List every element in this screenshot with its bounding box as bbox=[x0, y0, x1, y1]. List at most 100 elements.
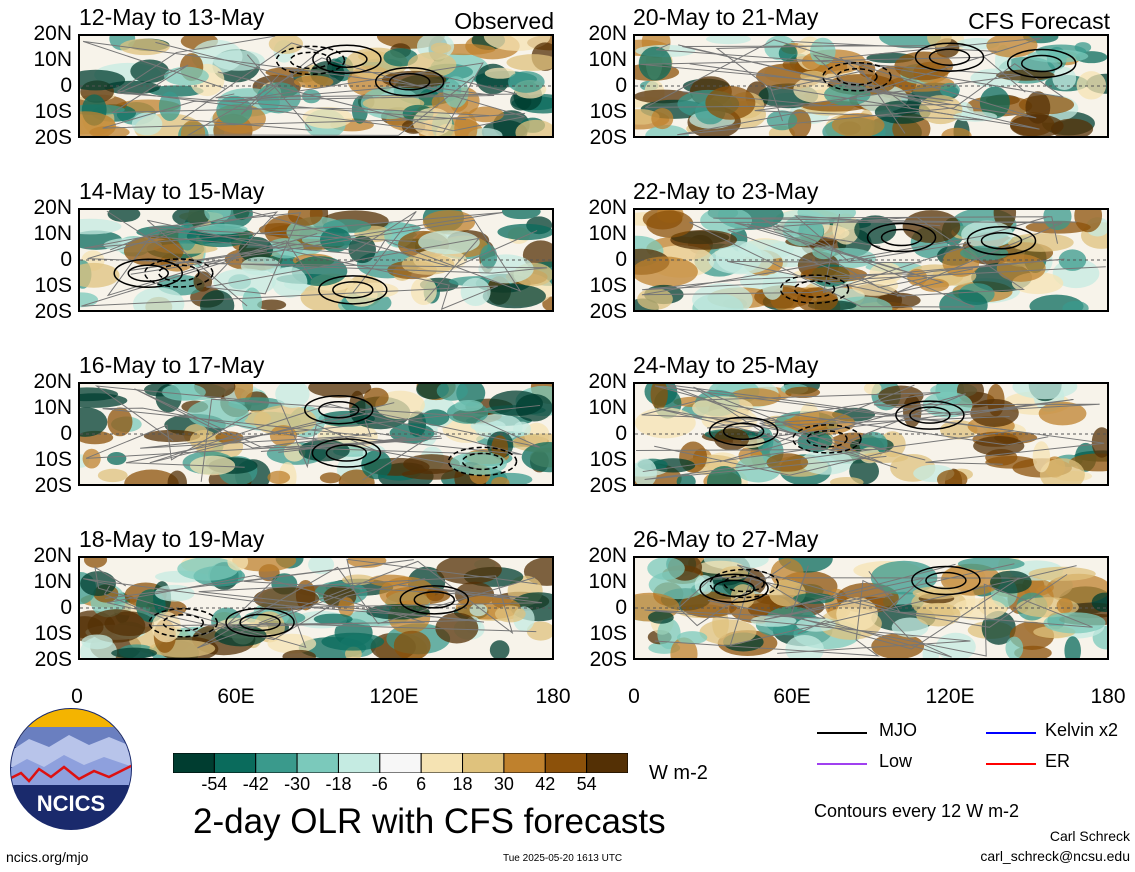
olr-anomaly-blob bbox=[912, 586, 962, 600]
olr-anomaly-blob bbox=[1043, 612, 1106, 634]
olr-anomaly-blob bbox=[148, 85, 204, 97]
colorbar-swatch bbox=[296, 753, 339, 773]
colorbar-swatch bbox=[586, 753, 628, 773]
mjo-contour bbox=[708, 416, 779, 447]
colorbar-tick: -54 bbox=[201, 774, 228, 794]
panel-title: 16-May to 17-May bbox=[79, 352, 265, 378]
mjo-contour bbox=[374, 66, 445, 97]
site-link[interactable]: ncics.org/mjo bbox=[6, 849, 89, 865]
mjo-contour bbox=[806, 430, 848, 448]
coastline bbox=[794, 213, 972, 294]
mjo-contour bbox=[928, 48, 971, 66]
olr-anomaly-blob bbox=[1076, 71, 1107, 100]
olr-anomaly-blob bbox=[410, 277, 437, 306]
olr-anomaly-blob bbox=[484, 67, 516, 79]
mjo-contour bbox=[1020, 54, 1063, 73]
olr-anomaly-blob bbox=[494, 605, 526, 623]
colorbar-tick: 42 bbox=[535, 774, 556, 794]
mjo-contour bbox=[966, 225, 1037, 256]
olr-anomaly-blob bbox=[1074, 42, 1092, 53]
mjo-contour bbox=[779, 274, 850, 304]
olr-anomaly-blob bbox=[829, 477, 864, 484]
olr-anomaly-blob bbox=[824, 83, 871, 106]
mjo-contour bbox=[239, 613, 281, 632]
olr-anomaly-blob bbox=[680, 591, 738, 618]
y-tick-label: 10S bbox=[34, 448, 72, 471]
olr-anomaly-blob bbox=[361, 450, 392, 480]
y-tick-label: 0 bbox=[60, 74, 72, 97]
coastline bbox=[148, 212, 481, 301]
colorbar-tick: 54 bbox=[576, 774, 597, 794]
mjo-contour bbox=[318, 275, 388, 305]
panel-title: 18-May to 19-May bbox=[79, 526, 265, 552]
olr-anomaly-blob bbox=[507, 71, 545, 93]
olr-anomaly-blob bbox=[124, 469, 179, 484]
map-panel bbox=[633, 34, 1109, 138]
coastline bbox=[94, 385, 384, 469]
y-tick-label: 20N bbox=[33, 370, 72, 393]
olr-anomaly-blob bbox=[863, 384, 882, 395]
y-tick-label: 20S bbox=[34, 126, 72, 149]
colorbar-swatch bbox=[337, 753, 381, 773]
mjo-contour bbox=[332, 281, 374, 299]
olr-anomaly-blob bbox=[879, 36, 942, 49]
mjo-contour bbox=[980, 231, 1023, 250]
coastline bbox=[82, 40, 526, 129]
coastline bbox=[105, 559, 543, 609]
mjo-contour bbox=[289, 51, 332, 70]
olr-anomaly-blob bbox=[80, 111, 117, 136]
olr-anomaly-blob bbox=[1005, 636, 1024, 658]
olr-anomaly-blob bbox=[973, 436, 1025, 456]
map-panel bbox=[633, 208, 1109, 312]
coastline bbox=[644, 385, 1049, 481]
coastline bbox=[640, 45, 1026, 93]
coastline bbox=[713, 216, 1063, 293]
panel-title: 22-May to 23-May bbox=[633, 178, 819, 204]
olr-anomaly-blob bbox=[785, 386, 821, 399]
x-tick-label: 180 bbox=[1090, 685, 1126, 708]
olr-anomaly-blob bbox=[1012, 384, 1078, 400]
olr-anomaly-blob bbox=[111, 647, 158, 658]
colorbar-swatch bbox=[379, 753, 422, 773]
coastline bbox=[727, 216, 1026, 298]
olr-anomaly-blob bbox=[1091, 592, 1107, 613]
olr-anomaly-blob bbox=[778, 44, 798, 63]
olr-field bbox=[80, 384, 552, 484]
olr-anomaly-blob bbox=[1007, 233, 1074, 252]
y-tick-label: 20S bbox=[589, 474, 627, 497]
olr-anomaly-blob bbox=[200, 290, 235, 310]
coastline bbox=[655, 43, 1021, 122]
mjo-contour bbox=[699, 573, 769, 604]
olr-anomaly-blob bbox=[212, 50, 265, 71]
olr-anomaly-blob bbox=[1050, 118, 1094, 136]
coastline bbox=[134, 388, 486, 455]
mjo-contour bbox=[388, 72, 431, 91]
coastline bbox=[797, 573, 1068, 658]
olr-anomaly-blob bbox=[436, 384, 468, 401]
olr-anomaly-blob bbox=[107, 210, 141, 223]
mjo-contour bbox=[447, 446, 518, 477]
mjo-contour bbox=[311, 438, 382, 468]
y-tick-label: 10S bbox=[589, 100, 627, 123]
y-tick-label: 10S bbox=[34, 100, 72, 123]
timestamp: Tue 2025-05-20 1613 UTC bbox=[503, 853, 623, 864]
olr-anomaly-blob bbox=[1056, 597, 1073, 614]
olr-anomaly-blob bbox=[1064, 636, 1081, 658]
olr-anomaly-blob bbox=[80, 69, 126, 91]
olr-field bbox=[635, 210, 1107, 310]
panel-tag-observed: Observed bbox=[454, 8, 554, 34]
mjo-contour bbox=[880, 228, 923, 247]
panel-tag-forecast: CFS Forecast bbox=[968, 8, 1110, 34]
author-email[interactable]: carl_schreck@ncsu.edu bbox=[980, 848, 1130, 864]
y-tick-label: 20S bbox=[589, 300, 627, 323]
olr-anomaly-blob bbox=[1038, 401, 1087, 426]
legend-swatch-er bbox=[986, 763, 1036, 765]
olr-anomaly-blob bbox=[189, 455, 236, 476]
colorbar-tick: -42 bbox=[242, 774, 269, 794]
olr-anomaly-blob bbox=[267, 470, 291, 484]
olr-anomaly-blob bbox=[167, 470, 187, 484]
olr-anomaly-blob bbox=[526, 621, 552, 641]
olr-anomaly-blob bbox=[348, 235, 376, 264]
olr-anomaly-blob bbox=[97, 468, 128, 483]
olr-anomaly-blob bbox=[497, 223, 552, 241]
